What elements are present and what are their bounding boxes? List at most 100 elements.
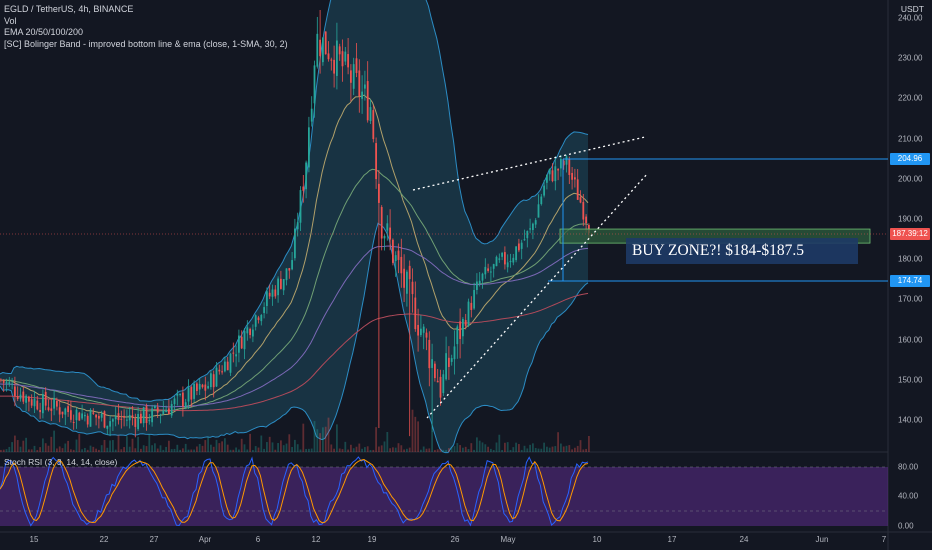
volume-bar	[64, 443, 67, 452]
candle-body	[576, 179, 579, 200]
candle-body	[543, 185, 545, 196]
volume-bar	[369, 449, 372, 452]
volume-label[interactable]: Vol	[4, 15, 17, 26]
symbol-title[interactable]: EGLD / TetherUS, 4h, BINANCE	[4, 4, 134, 14]
volume-bar	[316, 429, 319, 452]
volume-bar	[75, 439, 78, 452]
volume-bar	[266, 442, 268, 452]
candle-body	[526, 231, 529, 239]
candle-body	[436, 380, 439, 383]
volume-bar	[308, 448, 310, 452]
candle-body	[56, 400, 58, 407]
candle-body	[400, 256, 403, 274]
price-tick: 220.00	[898, 93, 923, 103]
bollinger-label[interactable]: [SC] Bolinger Band - improved bottom lin…	[4, 38, 288, 49]
volume-bar	[473, 449, 475, 452]
lower-level-tag: 174.74	[890, 275, 930, 287]
candle-body	[190, 386, 193, 400]
ema-lines	[0, 94, 589, 419]
candle-body	[546, 174, 548, 183]
candle-body	[238, 335, 240, 353]
candle-body	[585, 216, 587, 224]
candle-body	[420, 328, 422, 336]
volume-bar	[103, 440, 106, 452]
volume-bar	[218, 443, 221, 452]
candle-body	[364, 84, 366, 89]
candle-body	[196, 383, 198, 392]
volume-bar	[400, 445, 403, 452]
candle-body	[571, 172, 573, 180]
volume-bar	[36, 449, 39, 452]
volume-bar	[450, 447, 453, 452]
volume-bar	[187, 449, 190, 452]
volume-bar	[100, 445, 103, 452]
volume-bar	[338, 448, 341, 452]
volume-bar	[546, 446, 548, 452]
candle-body	[182, 392, 184, 407]
candle-body	[89, 409, 92, 427]
candle-body	[170, 404, 173, 416]
volume-bar	[114, 449, 117, 452]
stoch-rsi-label[interactable]: Stoch RSI (3, 3, 14, 14, close)	[4, 457, 118, 467]
volume-bar	[81, 449, 83, 452]
volume-bar	[442, 449, 445, 452]
candle-body	[221, 371, 223, 373]
candle-body	[495, 256, 498, 267]
stoch-d-line	[0, 458, 589, 524]
volume-bar	[254, 446, 257, 452]
candle-body	[308, 127, 310, 168]
candle-body	[210, 373, 212, 388]
volume-bar	[182, 448, 184, 452]
stoch-k-line	[0, 456, 589, 527]
candle-body	[81, 413, 83, 419]
volume-bar	[366, 446, 369, 452]
candle-body	[386, 223, 389, 231]
candle-body	[176, 393, 179, 396]
volume-bar	[196, 446, 198, 452]
volume-bar	[425, 448, 428, 452]
price-tick: 210.00	[898, 134, 923, 144]
volume-bar	[95, 448, 97, 452]
candle-body	[134, 418, 137, 427]
candle-body	[442, 374, 445, 394]
candle-body	[36, 400, 39, 410]
candle-body	[540, 196, 543, 205]
volume-bar	[123, 447, 125, 452]
candle-body	[47, 407, 50, 411]
candle-body	[25, 395, 27, 403]
volume-bar	[327, 417, 330, 452]
candle-body	[459, 321, 461, 339]
candle-body	[11, 383, 13, 385]
volume-bar	[22, 440, 25, 452]
candle-body	[299, 190, 302, 223]
candle-body	[165, 409, 167, 412]
volume-bar	[19, 446, 22, 452]
ema-label[interactable]: EMA 20/50/100/200	[4, 27, 84, 37]
candle-body	[92, 412, 95, 414]
volume-bar	[44, 443, 47, 452]
candle-body	[355, 58, 358, 73]
volume-bar	[173, 448, 176, 452]
volume-bar	[476, 437, 478, 452]
volume-bar	[154, 443, 156, 452]
volume-bar	[305, 448, 307, 452]
volume-bar	[422, 446, 425, 452]
volume-bar	[576, 445, 579, 452]
candle-body	[411, 281, 414, 295]
candle-body	[19, 394, 22, 399]
candle-body	[397, 250, 400, 260]
volume-bar	[302, 423, 305, 452]
volume-bar	[215, 439, 218, 452]
volume-bar	[288, 434, 291, 452]
volume-bar	[467, 449, 470, 452]
candle-body	[406, 271, 408, 294]
volume-bar	[526, 448, 529, 452]
volume-bar	[310, 448, 313, 452]
candle-body	[417, 324, 419, 336]
candle-body	[372, 110, 375, 140]
volume-bar	[459, 445, 461, 452]
volume-bar	[28, 449, 30, 452]
candlesticks	[0, 9, 590, 438]
price-tick: 240.00	[898, 13, 923, 23]
